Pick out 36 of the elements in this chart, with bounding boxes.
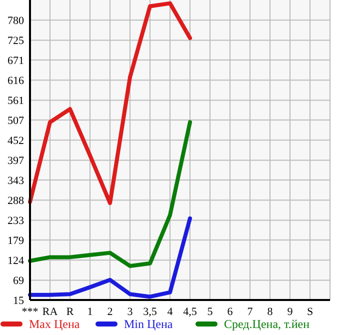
legend-label: Max Цена <box>29 317 80 331</box>
y-tick-label: 725 <box>8 35 24 48</box>
x-tick-label: 4 <box>167 306 174 318</box>
y-tick-label: 616 <box>8 75 24 88</box>
y-tick-label: 288 <box>8 195 24 208</box>
y-tick-label: 561 <box>8 95 24 108</box>
x-tick-label: 9 <box>287 306 294 318</box>
x-tick-label: 7 <box>247 306 254 318</box>
y-tick-label: 343 <box>8 175 24 187</box>
y-tick-label: 124 <box>8 255 24 268</box>
legend-label: Сред.Цена, т.йен <box>224 317 310 331</box>
x-tick-label: 6 <box>227 306 234 318</box>
y-tick-label: 15 <box>13 295 24 307</box>
line-series <box>28 216 192 299</box>
x-tick-label: 5 <box>207 306 214 318</box>
x-tick-label: 4,5 <box>183 306 198 318</box>
y-tick-label: 179 <box>8 235 24 247</box>
x-tick-label: RA <box>42 306 58 318</box>
x-tick-label: 3,5 <box>143 306 158 318</box>
x-tick-label: 1 <box>87 306 93 318</box>
x-tick-label: 8 <box>267 306 274 318</box>
y-tick-label: 69 <box>13 275 24 288</box>
x-tick-label: 3 <box>127 306 134 318</box>
y-tick-label: 780 <box>8 15 24 28</box>
line-series <box>28 120 192 268</box>
legend-label: Min Цена <box>124 317 174 331</box>
x-tick-label: 2 <box>107 306 113 318</box>
line-series <box>28 1 192 206</box>
y-tick-label: 233 <box>8 215 24 228</box>
x-tick-label: S <box>306 306 314 318</box>
x-tick-label: R <box>66 306 74 318</box>
y-tick-label: 452 <box>8 135 24 148</box>
y-tick-label: 397 <box>8 155 24 168</box>
y-tick-label: 507 <box>8 115 24 127</box>
x-tick-label: *** <box>22 306 38 318</box>
y-tick-label: 671 <box>8 55 24 67</box>
